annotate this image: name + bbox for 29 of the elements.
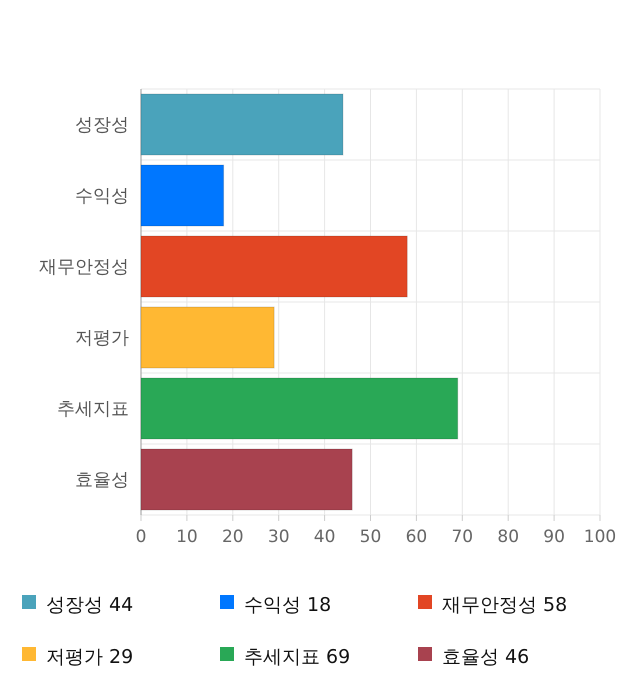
x-tick-label: 90 xyxy=(543,527,565,547)
legend-label: 성장성 44 xyxy=(46,594,134,616)
x-tick-label: 30 xyxy=(268,527,290,547)
x-tick-label: 80 xyxy=(497,527,520,547)
legend-label: 재무안정성 58 xyxy=(442,594,568,616)
y-tick-label: 성장성 xyxy=(75,114,129,136)
legend-item: 수익성 18 xyxy=(220,594,332,616)
x-tick-label: 100 xyxy=(584,527,616,547)
legend-label: 수익성 18 xyxy=(244,594,332,616)
x-tick-label: 40 xyxy=(314,527,336,547)
legend-item: 효율성 46 xyxy=(418,646,530,668)
legend-item: 재무안정성 58 xyxy=(418,594,568,616)
x-tick-label: 60 xyxy=(406,527,428,547)
x-tick-label: 0 xyxy=(136,527,146,547)
legend-label: 추세지표 69 xyxy=(244,646,350,668)
legend-label: 효율성 46 xyxy=(442,646,530,668)
y-tick-label: 효율성 xyxy=(75,470,129,490)
legend-label: 저평가 29 xyxy=(46,646,134,668)
x-tick-label: 10 xyxy=(176,527,198,547)
x-tick-label: 70 xyxy=(451,527,474,547)
legend-item: 성장성 44 xyxy=(22,594,134,616)
legend-item: 추세지표 69 xyxy=(220,646,350,668)
y-tick-label: 재무안정성 xyxy=(39,256,129,278)
x-tick-label: 20 xyxy=(222,527,244,547)
y-tick-label: 수익성 xyxy=(75,186,129,206)
y-tick-label: 추세지표 xyxy=(57,398,129,420)
x-tick-label: 50 xyxy=(360,527,382,547)
y-tick-label: 저평가 xyxy=(75,328,129,348)
legend-item: 저평가 29 xyxy=(22,646,134,668)
